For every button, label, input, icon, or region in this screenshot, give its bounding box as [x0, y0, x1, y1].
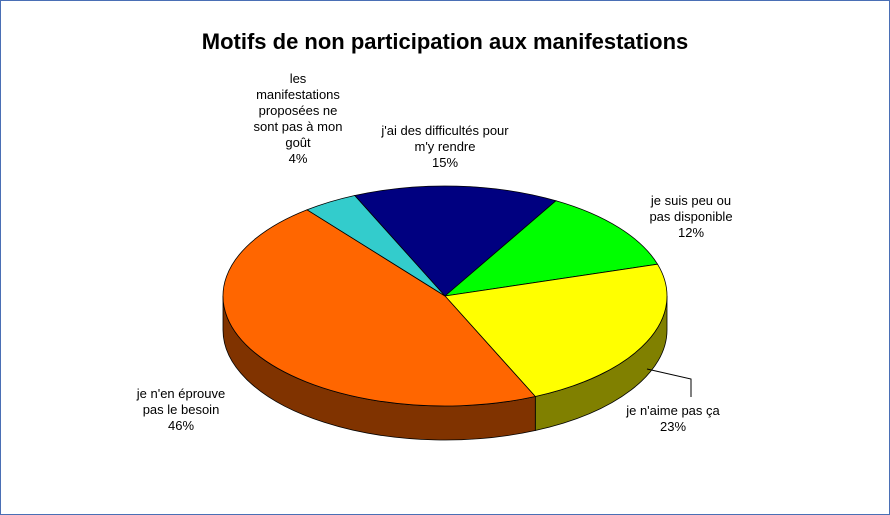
category-label: j'ai des difficultés pour m'y rendre: [381, 123, 509, 154]
category-label: je n'aime pas ça: [626, 403, 720, 418]
value-label: 12%: [677, 225, 705, 240]
slice-label: les manifestations proposées ne sont pas…: [248, 71, 348, 167]
value-label: 4%: [288, 151, 308, 166]
slice-label: je n'en éprouve pas le besoin 46%: [129, 386, 234, 434]
slice-label: j'ai des difficultés pour m'y rendre 15%: [375, 123, 515, 171]
pie-slice: [306, 195, 446, 297]
slice-label: je suis peu ou pas disponible 12%: [641, 193, 741, 241]
category-label: les manifestations proposées ne sont pas…: [253, 71, 343, 150]
category-label: je n'en éprouve pas le besoin: [136, 386, 226, 417]
value-label: 23%: [659, 419, 687, 434]
value-label: 15%: [431, 155, 459, 170]
leader-line: [646, 368, 692, 397]
pie-slice: [353, 185, 557, 297]
slice-label: je n'aime pas ça 23%: [613, 403, 733, 435]
value-label: 46%: [167, 418, 195, 433]
pie-slice: [444, 263, 668, 397]
chart-title: Motifs de non participation aux manifest…: [202, 29, 689, 54]
pie-slice: [443, 200, 659, 297]
pie-slice: [222, 209, 537, 407]
category-label: je suis peu ou pas disponible: [649, 193, 733, 224]
